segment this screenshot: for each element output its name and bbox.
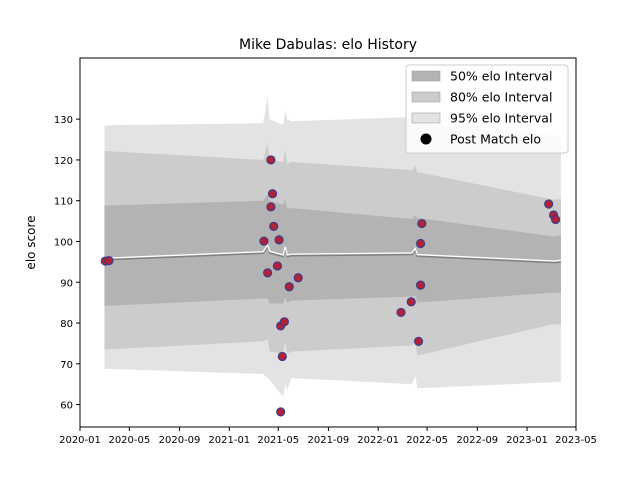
post-match-point xyxy=(266,202,276,212)
legend-label: 50% elo Interval xyxy=(450,69,552,84)
y-tick-label: 60 xyxy=(60,401,73,412)
mean-elo-line-highlight xyxy=(104,243,561,262)
post-match-point xyxy=(263,268,273,278)
post-match-point xyxy=(274,235,284,245)
post-match-point xyxy=(406,297,416,307)
legend-marker xyxy=(420,133,432,145)
band-50-interval xyxy=(104,194,561,306)
post-match-point xyxy=(293,273,303,283)
x-tick-label: 2021-05 xyxy=(257,435,299,446)
x-axis: 2020-01 2020-05 2020-09 2021-01 2021-05 2021-… xyxy=(59,427,597,446)
post-match-point xyxy=(267,189,278,199)
post-match-point xyxy=(417,218,427,229)
legend-swatch xyxy=(411,112,441,124)
x-tick-label: 2023-01 xyxy=(506,435,548,446)
post-match-point xyxy=(284,282,294,292)
y-tick-label: 100 xyxy=(54,237,73,248)
x-tick-label: 2023-05 xyxy=(555,435,597,446)
post-match-point xyxy=(269,221,279,231)
y-tick-label: 90 xyxy=(60,278,73,289)
y-tick-label: 110 xyxy=(54,197,73,208)
x-tick-label: 2020-05 xyxy=(108,435,150,446)
x-tick-label: 2020-09 xyxy=(159,435,201,446)
interval-bands xyxy=(104,96,561,397)
post-match-points xyxy=(100,155,561,417)
x-tick-label: 2021-09 xyxy=(308,435,350,446)
post-match-point xyxy=(266,155,276,165)
legend-swatch xyxy=(411,70,441,82)
post-match-point xyxy=(277,351,287,362)
post-match-point xyxy=(276,407,286,417)
y-axis-label: elo score xyxy=(24,215,38,269)
legend-label: Post Match elo xyxy=(450,132,541,147)
y-tick-label: 70 xyxy=(60,360,73,371)
x-tick-label: 2022-01 xyxy=(357,435,399,446)
mean-elo-line xyxy=(104,243,562,264)
legend-label: 80% elo Interval xyxy=(450,90,552,105)
y-axis: 60 70 80 90 100 110 120 130 xyxy=(54,115,80,412)
legend-label: 95% elo Interval xyxy=(450,111,552,126)
post-match-point xyxy=(415,238,426,249)
x-tick-label: 2022-05 xyxy=(406,435,448,446)
legend: 50% elo Interval 80% elo Interval 95% elo … xyxy=(405,64,569,154)
post-match-point xyxy=(544,199,554,209)
post-match-point xyxy=(104,256,114,266)
post-match-point xyxy=(259,236,269,246)
y-tick-label: 80 xyxy=(60,319,73,330)
post-match-point xyxy=(551,214,561,225)
x-tick-label: 2022-09 xyxy=(456,435,498,446)
chart-title: Mike Dabulas: elo History xyxy=(239,37,417,53)
x-tick-label: 2021-01 xyxy=(208,435,250,446)
post-match-point xyxy=(396,307,406,318)
y-tick-label: 120 xyxy=(54,156,73,167)
x-tick-label: 2020-01 xyxy=(59,435,101,446)
y-tick-label: 130 xyxy=(54,115,73,126)
legend-box xyxy=(405,64,569,154)
post-match-point xyxy=(415,280,426,290)
post-match-point xyxy=(413,336,424,346)
post-match-point xyxy=(279,317,289,327)
post-match-point xyxy=(272,261,283,271)
legend-swatch xyxy=(411,91,441,103)
